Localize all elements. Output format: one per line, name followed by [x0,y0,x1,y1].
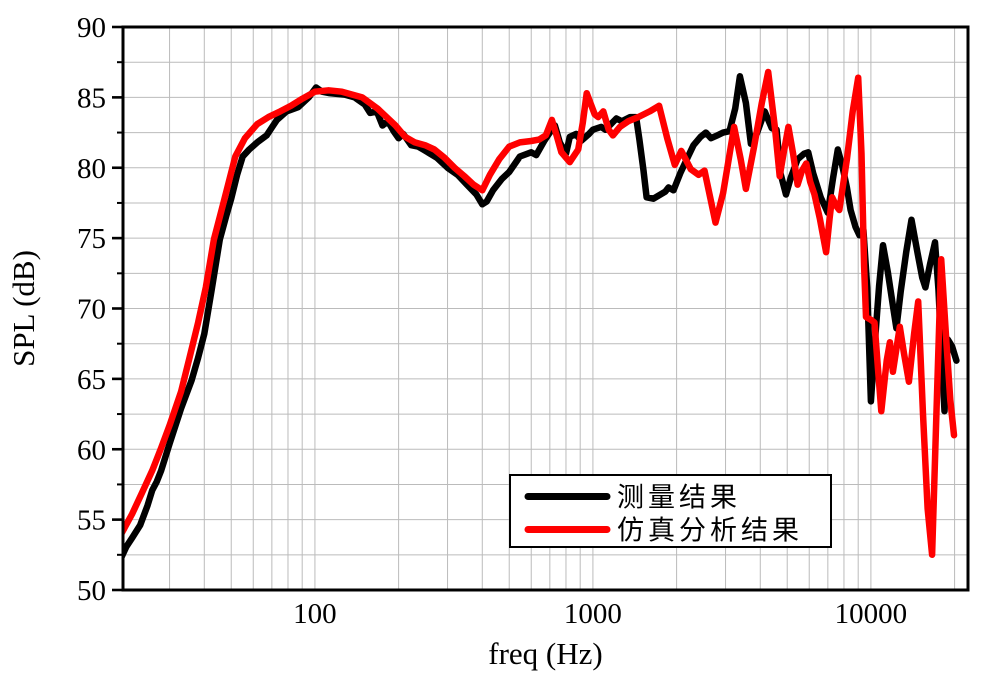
y-tick-label-90: 90 [77,12,106,44]
y-tick-label-60: 60 [77,434,106,466]
x-axis-title: freq (Hz) [488,636,602,671]
x-tick-label-100: 100 [293,598,337,630]
legend-box [509,474,832,548]
y-axis-title: SPL (dB) [6,250,41,367]
x-tick-label-10000: 10000 [835,598,908,630]
x-tick-label-1000: 1000 [564,598,622,630]
y-tick-label-75: 75 [77,223,106,255]
legend-entry-measured: 测量结果 [524,483,741,513]
y-tick-label-65: 65 [77,364,106,396]
legend-label: 测量结果 [617,483,741,513]
y-axis-ticks [112,25,122,592]
legend-entry-simulated: 仿真分析结果 [524,516,803,546]
y-tick-label-50: 50 [77,575,106,607]
x-axis-labels: 100 1000 10000 [293,598,907,630]
legend-label: 仿真分析结果 [617,516,803,546]
plot-frame [121,25,970,592]
y-tick-label-55: 55 [77,505,106,537]
y-axis-labels: 50 55 60 65 70 75 80 85 90 [77,12,106,607]
y-tick-label-80: 80 [77,153,106,185]
y-tick-label-70: 70 [77,294,106,326]
y-tick-label-85: 85 [77,82,106,114]
series-curves [123,68,960,562]
simulated-curve [123,68,958,559]
